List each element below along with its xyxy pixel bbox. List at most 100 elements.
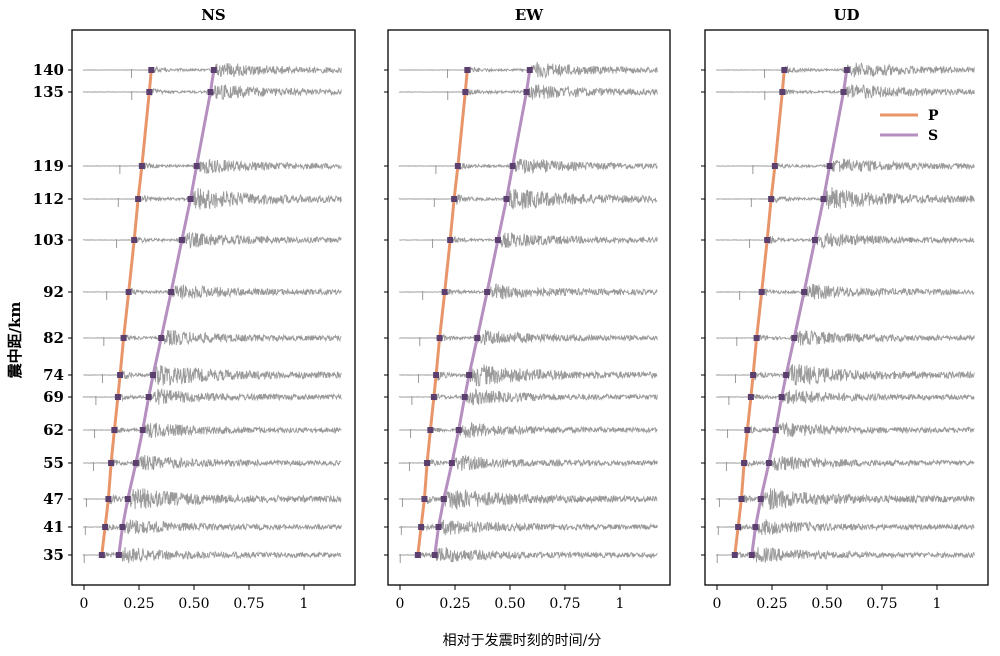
panel-frame: [71, 29, 356, 586]
series-s-point: [757, 496, 764, 502]
series-p-point: [464, 67, 471, 73]
series-s-point: [207, 89, 214, 95]
seismogram-trace: [398, 387, 658, 406]
y-tick-label: 47: [43, 490, 64, 508]
series-p-point: [414, 552, 421, 558]
series-p-line: [416, 69, 469, 556]
series-p-point: [433, 372, 440, 378]
series-s-line: [117, 69, 216, 556]
seismogram-trace: [82, 284, 342, 300]
series-s-point: [801, 289, 808, 295]
y-tick-label: 62: [43, 421, 64, 439]
series-s-point: [523, 89, 530, 95]
seismogram-trace: [82, 519, 342, 535]
series-p-point: [430, 394, 437, 400]
series-s-point: [494, 237, 501, 243]
series-p-point: [131, 237, 138, 243]
y-tick-label: 135: [33, 83, 64, 101]
series-s-point: [132, 460, 139, 466]
seismogram-trace: [716, 519, 975, 536]
series-p-point: [764, 237, 771, 243]
series-s-point: [503, 196, 510, 202]
series-s-point: [178, 237, 185, 243]
series-p-point: [747, 394, 754, 400]
y-tick-label: 69: [43, 388, 64, 406]
seismogram-trace: [398, 455, 658, 471]
seismogram-trace: [398, 547, 658, 563]
y-tick-label: 103: [33, 231, 64, 249]
panel-ns: NS0 0.25 0.50 0.75 1354147556269748292103112…: [33, 6, 356, 612]
x-tick-label: 0.25: [439, 596, 470, 612]
series-p-point: [753, 335, 760, 341]
series-s-point: [168, 289, 175, 295]
seismogram-trace: [82, 547, 342, 564]
series-s-point: [124, 496, 131, 502]
series-p-point: [771, 163, 778, 169]
series-s-point: [752, 524, 759, 530]
series-s-line: [750, 69, 849, 556]
seismogram-trace: [716, 187, 975, 210]
series-p-point: [451, 196, 458, 202]
series-s-point: [466, 372, 473, 378]
seismogram-trace: [398, 283, 658, 300]
series-p-point: [744, 427, 751, 433]
series-p-point: [735, 524, 742, 530]
y-tick-label: 35: [43, 546, 64, 564]
x-tick-label: 0.50: [178, 596, 209, 612]
series-s-point: [158, 335, 165, 341]
series-p-line: [100, 69, 153, 556]
series-s-point: [139, 427, 146, 433]
seismogram-trace: [83, 365, 342, 386]
series-p-point: [741, 460, 748, 466]
series-s-point: [778, 394, 785, 400]
y-tick-label: 140: [33, 61, 64, 79]
y-tick-label: 82: [43, 329, 64, 347]
series-p-point: [421, 496, 428, 502]
seismogram-trace: [398, 188, 658, 211]
series-s-point: [484, 289, 491, 295]
legend: PS: [880, 108, 939, 144]
x-tick-label: 1: [933, 596, 942, 612]
seismogram-trace: [82, 187, 342, 210]
y-tick-label: 119: [33, 157, 64, 175]
series-s-point: [843, 67, 850, 73]
x-tick-label: 0: [80, 596, 89, 612]
series-s-point: [455, 427, 462, 433]
y-axis-title: 震中距/km: [6, 302, 24, 379]
series-p-point: [750, 372, 757, 378]
panel-title: NS: [201, 6, 226, 24]
series-p-point: [427, 427, 434, 433]
panel-ew: EW 0 0.25 0.50 0.75 1: [384, 6, 671, 612]
y-tick-label: 92: [43, 283, 64, 301]
series-p-line: [733, 69, 786, 556]
seismogram-trace: [715, 546, 975, 563]
series-p-point: [148, 67, 155, 73]
series-p-point: [114, 394, 121, 400]
series-p-point: [447, 237, 454, 243]
series-s-point: [811, 237, 818, 243]
x-tick-label: 0.50: [494, 596, 525, 612]
x-tick-label: 0.25: [756, 596, 787, 612]
series-s-point: [187, 196, 194, 202]
series-s-point: [820, 196, 827, 202]
series-p-point: [102, 524, 109, 530]
seismogram-trace: [398, 158, 658, 175]
x-tick-label: 1: [300, 596, 309, 612]
series-s-point: [765, 460, 772, 466]
seismogram-trace: [82, 84, 342, 100]
series-s-point: [115, 552, 122, 558]
seismogram-trace: [715, 422, 975, 438]
series-s-point: [783, 372, 790, 378]
series-p-point: [125, 289, 132, 295]
y-tick-label: 41: [43, 518, 64, 536]
series-p-point: [424, 460, 431, 466]
seismogram-trace: [399, 421, 658, 438]
x-tick-label: 0.75: [233, 596, 264, 612]
series-p-point: [135, 196, 142, 202]
series-s-point: [474, 335, 481, 341]
seismogram-trace: [398, 489, 658, 510]
series-s-point: [509, 163, 516, 169]
series-p-point: [117, 372, 124, 378]
seismogram-trace: [82, 232, 342, 249]
